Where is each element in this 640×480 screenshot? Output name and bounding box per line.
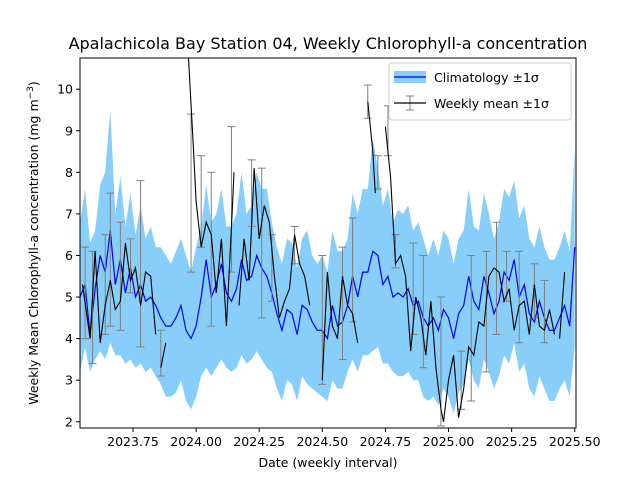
y-tick-label: 4 xyxy=(65,331,73,346)
weekly-error-bar xyxy=(492,221,501,335)
weekly-error-bar xyxy=(126,238,135,294)
weekly-mean-segment xyxy=(160,342,167,368)
x-tick-label: 2024.25 xyxy=(233,434,285,449)
weekly-error-bar xyxy=(363,84,372,119)
weekly-error-bar xyxy=(482,250,491,373)
weekly-mean-segment xyxy=(367,101,376,194)
climatology-mean-line xyxy=(80,230,576,341)
x-tick-label: 2023.75 xyxy=(107,434,159,449)
legend-weekly-label: Weekly mean ±1σ xyxy=(434,96,549,111)
x-tick-label: 2025.25 xyxy=(486,434,538,449)
weekly-error-bar xyxy=(116,221,125,331)
y-tick-label: 10 xyxy=(57,82,73,97)
y-axis-label-main: Weekly Mean Chlorophyll-a concentration … xyxy=(26,99,41,404)
weekly-error-bar xyxy=(101,234,110,335)
x-tick-label: 2025.00 xyxy=(423,434,475,449)
legend-climatology-label: Climatology ±1σ xyxy=(434,70,539,85)
y-tick-label: 7 xyxy=(65,206,73,221)
y-axis-ticks: 2 3 4 5 6 7 8 9 10 xyxy=(57,82,80,429)
y-tick-label: 3 xyxy=(65,373,73,388)
y-tick-label: 8 xyxy=(65,165,73,180)
plot-frame xyxy=(79,57,577,429)
legend: Climatology ±1σ Weekly mean ±1σ xyxy=(388,62,572,121)
y-tick-label: 2 xyxy=(65,414,73,429)
x-axis-label: Date (weekly interval) xyxy=(259,455,398,470)
weekly-error-bar xyxy=(530,263,539,319)
weekly-line-layer xyxy=(81,58,566,422)
y-tick-label: 9 xyxy=(65,123,73,138)
weekly-error-bar xyxy=(515,250,524,344)
x-tick-label: 2024.50 xyxy=(296,434,348,449)
weekly-error-bar xyxy=(318,254,327,385)
chart-title: Apalachicola Bay Station 04, Weekly Chlo… xyxy=(69,34,588,53)
weekly-error-bar xyxy=(467,254,476,402)
x-axis-ticks: 2023.75 2024.00 2024.25 2024.50 2024.75 2025.… xyxy=(107,428,601,449)
weekly-error-bar xyxy=(338,246,347,360)
climatology-band xyxy=(80,110,575,414)
legend-box xyxy=(388,62,572,121)
y-tick-label: 6 xyxy=(65,248,73,263)
weekly-error-bar xyxy=(207,171,216,327)
weekly-error-bar xyxy=(106,192,115,327)
x-tick-label: 2024.00 xyxy=(170,434,222,449)
x-tick-label: 2024.75 xyxy=(360,434,412,449)
weekly-mean-segment xyxy=(238,168,311,318)
weekly-mean-segment xyxy=(187,58,235,327)
weekly-mean-segment xyxy=(321,272,359,381)
climatology-band-layer xyxy=(80,110,575,414)
weekly-error-bar xyxy=(348,217,357,323)
weekly-mean-segment xyxy=(81,242,157,343)
weekly-error-bar xyxy=(81,246,90,340)
weekly-error-bar xyxy=(540,279,549,344)
weekly-mean-segment xyxy=(384,126,556,422)
error-bar-layer xyxy=(81,84,549,427)
weekly-error-bar xyxy=(136,180,145,348)
plot-area xyxy=(79,57,577,429)
weekly-error-bar xyxy=(419,254,428,369)
y-axis-label-close: ) xyxy=(26,81,41,86)
y-tick-label: 5 xyxy=(65,290,73,305)
y-axis-label-superscript: −3 xyxy=(26,86,36,99)
weekly-error-bar xyxy=(257,167,266,319)
climatology-line-layer xyxy=(80,230,576,341)
y-axis-label: Weekly Mean Chlorophyll-a concentration … xyxy=(26,81,41,405)
weekly-error-bar xyxy=(156,329,165,377)
weekly-mean-segment xyxy=(559,272,566,339)
x-tick-label: 2025.50 xyxy=(549,434,601,449)
